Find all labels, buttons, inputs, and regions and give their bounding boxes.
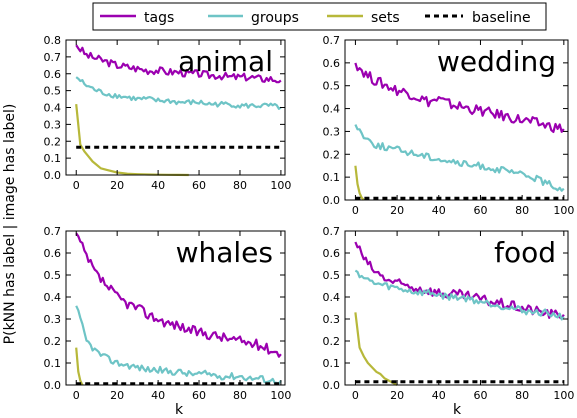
y-tick-label: 0.2 xyxy=(44,135,62,148)
panel-whales: 0.0 0.1 0.2 0.3 0.4 0.5 0.6 0.7 0 20 40 60 80 100 whal… xyxy=(44,225,292,402)
y-tick-label: 0.6 xyxy=(323,247,341,260)
x-tick-label: 20 xyxy=(390,204,404,217)
legend-label-tags: tags xyxy=(144,10,174,26)
figure-ylabel: P(kNN has label | image has label) xyxy=(2,104,18,345)
y-tick-label: 0.6 xyxy=(44,68,62,81)
figure-xlabel-left: k xyxy=(175,402,184,418)
x-tick-label: 0 xyxy=(73,389,80,402)
y-tick-label: 0.0 xyxy=(44,379,62,392)
y-tick-label: 0.5 xyxy=(323,80,341,93)
x-tick-label: 40 xyxy=(151,179,165,192)
y-tick-label: 0.5 xyxy=(323,269,341,282)
y-tick-label: 0.6 xyxy=(323,57,341,70)
y-tick-label: 0.1 xyxy=(323,357,341,370)
panel-title: food xyxy=(494,236,556,269)
legend: tags groups sets baseline xyxy=(92,2,547,31)
x-tick-label: 60 xyxy=(192,179,206,192)
x-tick-label: 20 xyxy=(390,389,404,402)
legend-label-sets: sets xyxy=(371,10,400,26)
panel-title: animal xyxy=(178,45,273,78)
series-line-groups xyxy=(354,124,565,192)
y-tick-label: 0.0 xyxy=(323,379,341,392)
legend-label-groups: groups xyxy=(251,10,299,26)
plot-frame xyxy=(65,230,286,386)
x-tick-label: 100 xyxy=(270,179,291,192)
y-tick-label: 0.7 xyxy=(323,225,341,238)
y-tick-label: 0.2 xyxy=(44,335,62,348)
y-tick-label: 0.1 xyxy=(44,152,62,165)
series-line-tags xyxy=(75,232,282,358)
series-line-tags xyxy=(354,241,565,320)
legend-item-tags: tags xyxy=(100,10,174,26)
y-tick-label: 0.2 xyxy=(323,148,341,161)
series-line-tags xyxy=(75,44,282,84)
plot-frame xyxy=(344,39,569,201)
legend-item-groups: groups xyxy=(208,10,299,26)
series-line-groups xyxy=(354,269,565,321)
y-tick-label: 0.1 xyxy=(323,171,341,184)
y-tick-label: 0.4 xyxy=(323,291,341,304)
x-tick-label: 80 xyxy=(233,179,247,192)
x-tick-label: 80 xyxy=(515,389,529,402)
panel-title: wedding xyxy=(437,45,556,78)
series-line-sets xyxy=(354,165,365,201)
y-tick-label: 0.3 xyxy=(44,118,62,131)
x-tick-label: 20 xyxy=(110,179,124,192)
x-tick-label: 40 xyxy=(432,389,446,402)
x-tick-label: 20 xyxy=(110,389,124,402)
x-tick-label: 40 xyxy=(151,389,165,402)
legend-item-baseline: baseline xyxy=(425,10,531,26)
y-tick-label: 0.4 xyxy=(323,103,341,116)
legend-item-sets: sets xyxy=(327,10,400,26)
x-tick-label: 100 xyxy=(553,204,574,217)
panel-title: whales xyxy=(176,236,273,269)
y-tick-label: 0.4 xyxy=(44,291,62,304)
x-tick-label: 100 xyxy=(270,389,291,402)
x-tick-label: 0 xyxy=(73,179,80,192)
y-tick-label: 0.5 xyxy=(44,85,62,98)
x-tick-label: 60 xyxy=(473,204,487,217)
legend-label-baseline: baseline xyxy=(472,10,531,26)
series-line-groups xyxy=(75,305,282,385)
series-line-sets xyxy=(75,103,189,177)
series-line-tags xyxy=(354,62,565,133)
panel-food: 0.0 0.1 0.2 0.3 0.4 0.5 0.6 0.7 0 20 40 60 80 100 food xyxy=(323,225,575,402)
legend-frame xyxy=(92,2,547,31)
y-tick-label: 0.7 xyxy=(323,34,341,47)
y-tick-label: 0.5 xyxy=(44,269,62,282)
y-tick-label: 0.3 xyxy=(323,125,341,138)
panel-wedding: 0.0 0.1 0.2 0.3 0.4 0.5 0.6 0.7 0 20 40 60 80 100 wedd… xyxy=(323,34,575,217)
y-tick-label: 0.4 xyxy=(44,102,62,115)
y-tick-label: 0.7 xyxy=(44,51,62,64)
plot-frame xyxy=(344,230,569,386)
series-line-sets xyxy=(75,347,84,386)
x-tick-label: 40 xyxy=(432,204,446,217)
figure-xlabel-right: k xyxy=(453,402,462,418)
y-tick-label: 0.0 xyxy=(44,169,62,182)
y-tick-label: 0.3 xyxy=(323,313,341,326)
x-tick-label: 80 xyxy=(233,389,247,402)
y-tick-label: 0.8 xyxy=(44,34,62,47)
y-tick-label: 0.6 xyxy=(44,247,62,260)
panel-animal: 0.0 0.1 0.2 0.3 0.4 0.5 0.6 0.7 0.8 0 20 40 60 80 100 a… xyxy=(44,34,292,192)
x-tick-label: 80 xyxy=(515,204,529,217)
x-tick-label: 0 xyxy=(352,389,359,402)
y-tick-label: 0.1 xyxy=(44,357,62,370)
series-line-groups xyxy=(75,76,282,110)
series-line-sets xyxy=(354,312,398,386)
x-tick-label: 100 xyxy=(553,389,574,402)
y-tick-label: 0.0 xyxy=(323,194,341,207)
y-tick-label: 0.2 xyxy=(323,335,341,348)
x-tick-label: 0 xyxy=(352,204,359,217)
y-tick-label: 0.3 xyxy=(44,313,62,326)
x-tick-label: 60 xyxy=(192,389,206,402)
y-tick-label: 0.7 xyxy=(44,225,62,238)
x-tick-label: 60 xyxy=(473,389,487,402)
